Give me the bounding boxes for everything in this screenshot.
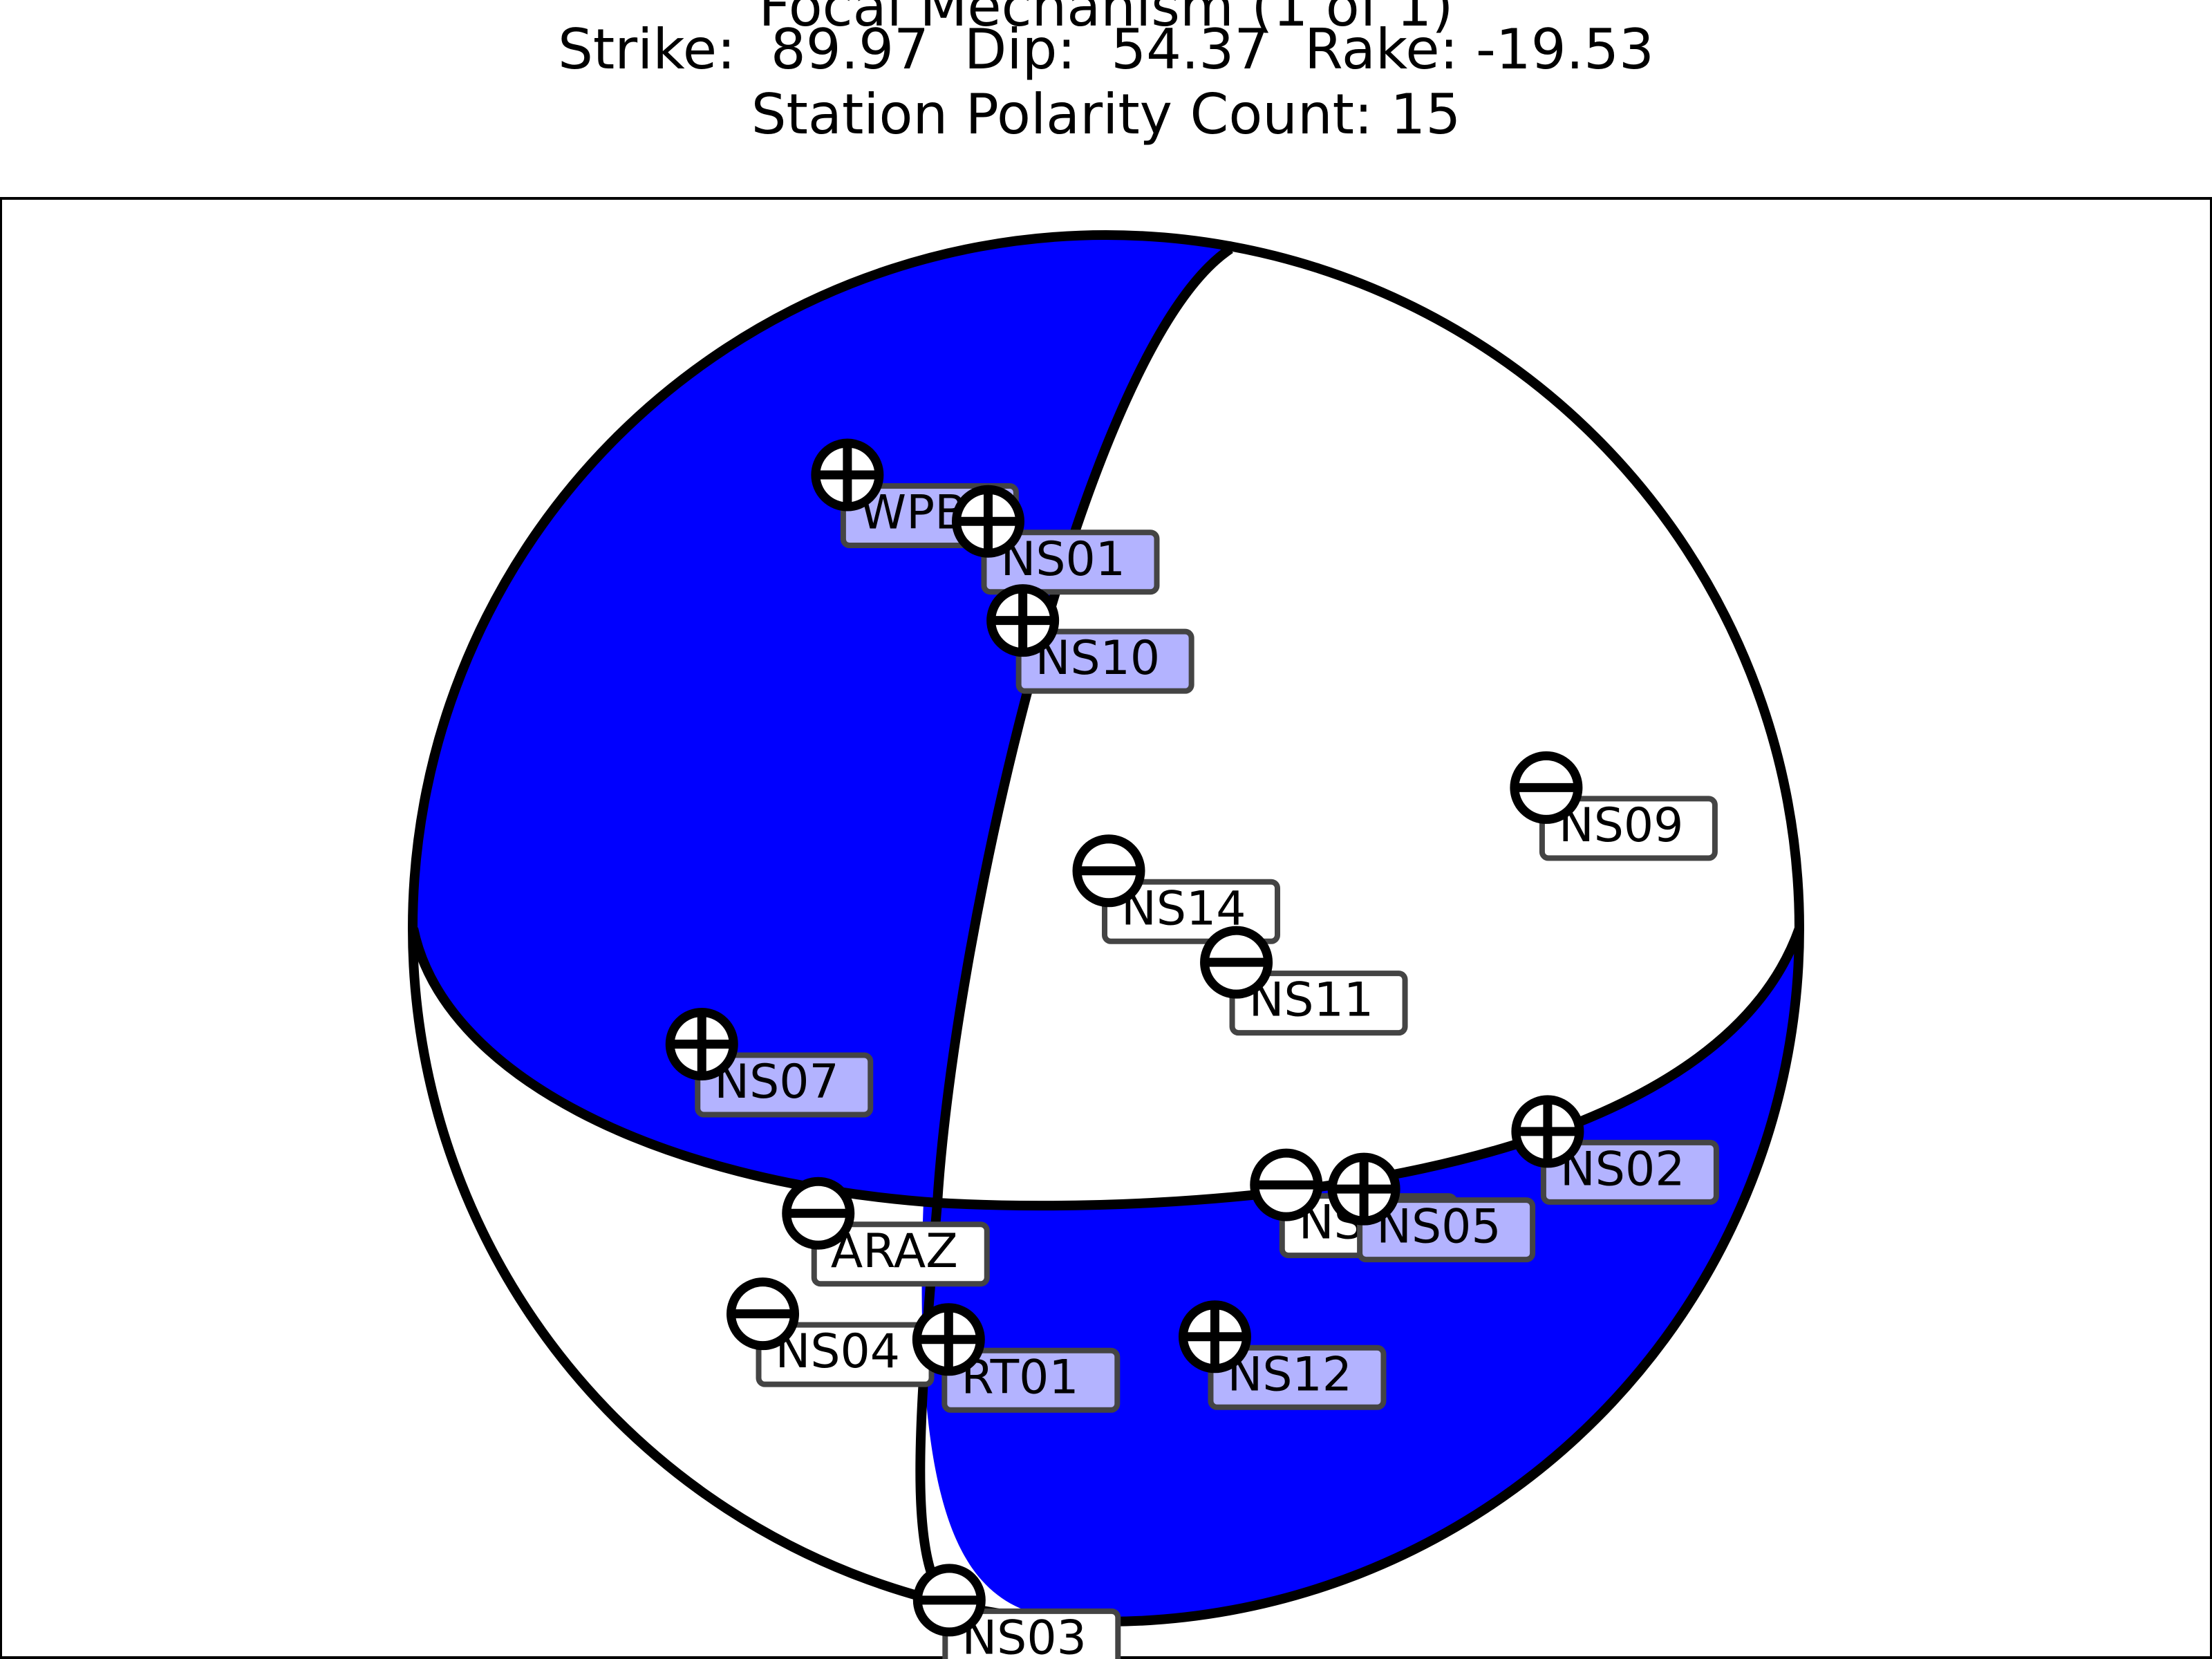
station-label: NS10 [1035,631,1161,686]
station-ns07: NS07 [665,1008,874,1118]
station-araz: ARAZ [782,1177,990,1287]
station-label-box [981,529,1160,595]
station-ns01: NS01 [951,485,1160,595]
station-label: NS04 [776,1324,901,1379]
station-ns03: NS03 [912,1564,1121,1659]
station-ns02: NS02 [1511,1095,1719,1205]
nodal-plane-2 [915,245,1233,1615]
station-label: NS11 [1249,973,1374,1028]
station-ns12: NS12 [1178,1300,1387,1410]
station-label: NS07 [714,1055,839,1109]
station-ns04: NS04 [727,1277,935,1387]
station-label: NS05 [1376,1200,1501,1255]
station-rt01: RT01 [912,1303,1121,1413]
station-label: NS03 [962,1611,1087,1659]
station-label-box [1540,1139,1719,1205]
station-label: NS12 [1227,1347,1352,1402]
station-label-box [1015,628,1194,694]
compressional-quadrant-upper [413,237,1230,1203]
station-label: RT01 [961,1350,1078,1405]
station-label-box [1208,1344,1387,1410]
station-ns10: NS10 [986,584,1194,694]
compressional-quadrant-lower [921,928,1799,1622]
chart-subtitle-mechanism: Strike: 89.97 Dip: 54.37 Rake: -19.53 [558,17,1654,82]
station-ns09: NS09 [1510,751,1718,861]
station-ns05: NS05 [1327,1152,1536,1263]
station-ns11: NS11 [1200,926,1408,1036]
station-label-box [1539,796,1718,861]
station-label: ARAZ [831,1224,958,1279]
station-label-box [1229,971,1408,1036]
station-label-box [1357,1197,1536,1263]
station-label: NS01 [1000,532,1125,587]
station-label: NS14 [1121,881,1246,936]
station-label-box [811,1221,990,1287]
station-label: NS09 [1559,798,1684,853]
station-label-box [942,1608,1121,1659]
station-label-box [695,1052,874,1118]
chart-subtitle-station-count: Station Polarity Count: 15 [751,82,1461,147]
chart-title: Focal Mechanism (1 of 1) [758,0,1454,39]
station-markers: WPB7NS01NS10NS09NS14NS11NS07NS02NS13NS05… [665,438,1719,1659]
station-label: NS02 [1560,1142,1685,1197]
nodal-plane-1 [409,926,1804,1211]
station-label-box [941,1347,1121,1413]
